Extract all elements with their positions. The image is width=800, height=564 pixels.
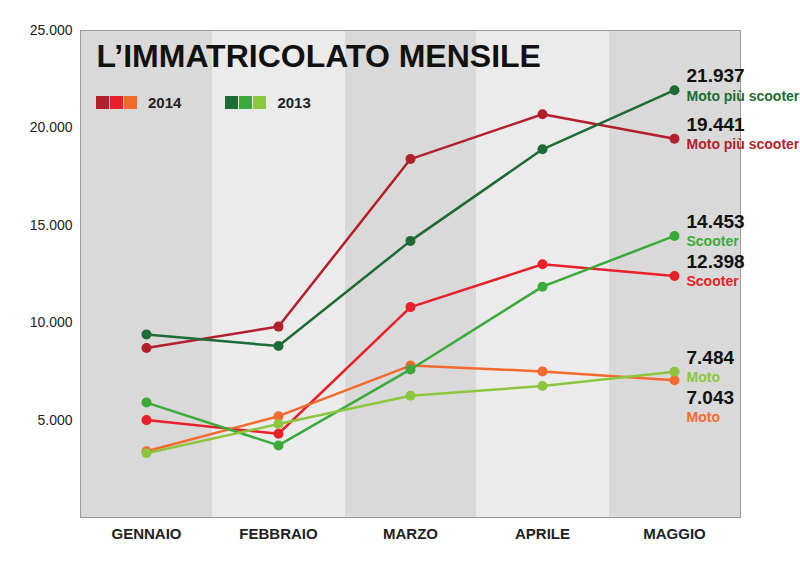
svg-text:MARZO: MARZO	[383, 525, 438, 542]
html-text:2014: 2014	[148, 94, 182, 111]
svg-text:7.484: 7.484	[687, 347, 735, 368]
svg-text:5.000: 5.000	[37, 412, 72, 428]
svg-text:Moto più scooter: Moto più scooter	[687, 88, 800, 104]
svg-text:7.043: 7.043	[687, 387, 735, 408]
svg-text:25.000: 25.000	[30, 22, 73, 38]
html-text:2013: 2013	[277, 94, 311, 111]
svg-text:10.000: 10.000	[30, 314, 73, 330]
svg-text:APRILE: APRILE	[515, 525, 570, 542]
svg-text:14.453: 14.453	[687, 211, 745, 232]
svg-text:L’IMMATRICOLATO MENSILE: L’IMMATRICOLATO MENSILE	[97, 38, 541, 74]
svg-text:Moto: Moto	[687, 369, 720, 385]
svg-text:MAGGIO: MAGGIO	[643, 525, 706, 542]
svg-text:19.441: 19.441	[687, 114, 746, 135]
svg-text:15.000: 15.000	[30, 217, 73, 233]
svg-text:Scooter: Scooter	[687, 233, 740, 249]
svg-text:21.937: 21.937	[687, 65, 745, 86]
svg-text:20.000: 20.000	[30, 119, 73, 135]
svg-text:FEBBRAIO: FEBBRAIO	[239, 525, 318, 542]
svg-text:Moto: Moto	[687, 409, 720, 425]
svg-text:Moto più scooter: Moto più scooter	[687, 136, 800, 152]
svg-text:12.398: 12.398	[687, 251, 745, 272]
svg-text:GENNAIO: GENNAIO	[111, 525, 181, 542]
svg-text:Scooter: Scooter	[687, 273, 740, 289]
